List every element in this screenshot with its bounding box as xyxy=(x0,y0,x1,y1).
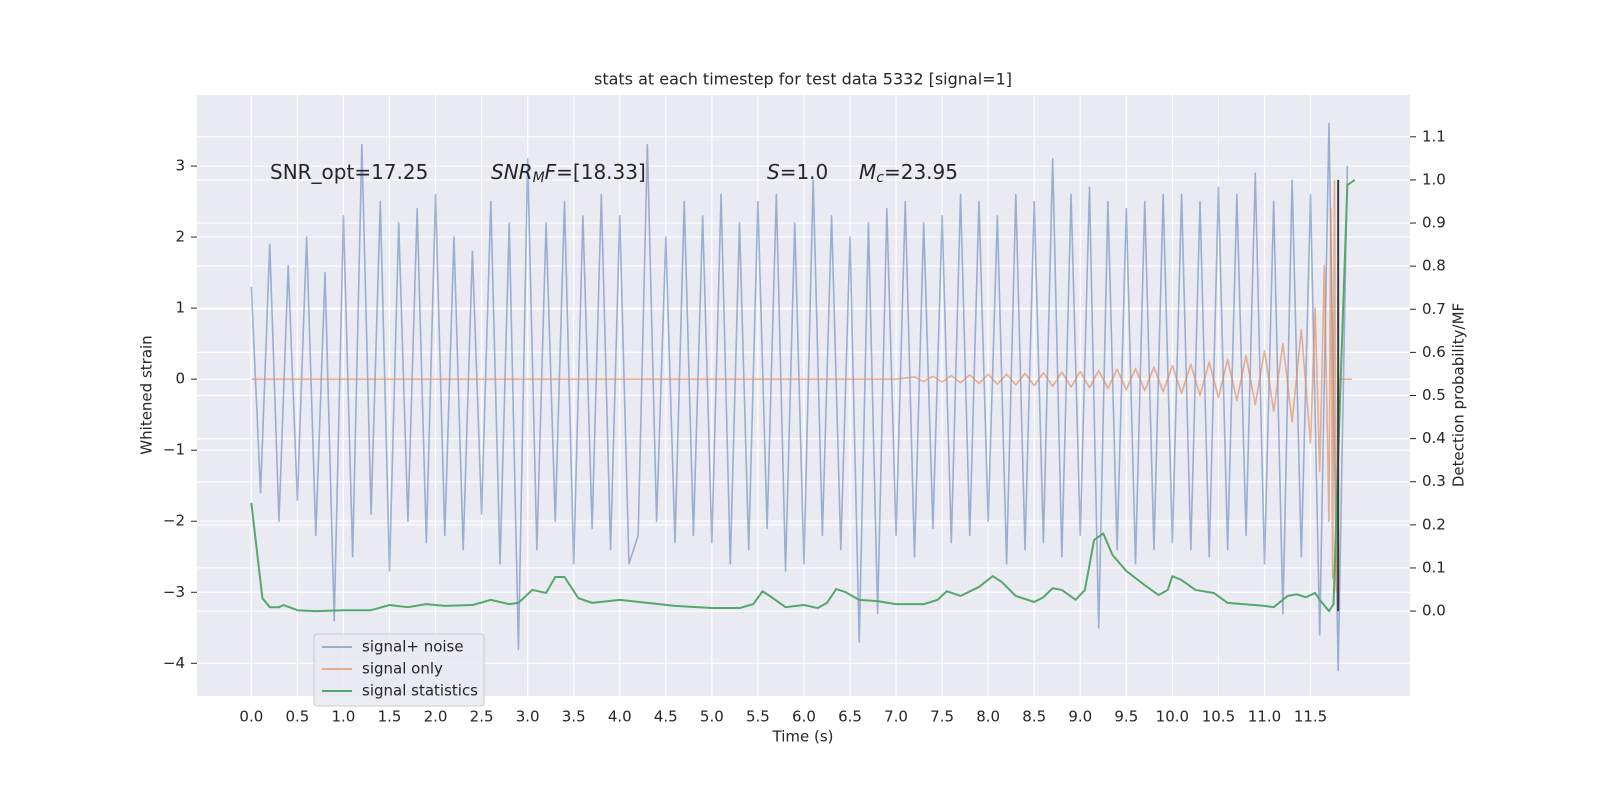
x-tick-label: 3.0 xyxy=(516,708,540,726)
y-tick-label: 0 xyxy=(175,370,185,388)
annotation-part: =23.95 xyxy=(884,160,958,184)
x-tick-label: 5.0 xyxy=(700,708,724,726)
legend-label: signal+ noise xyxy=(362,638,464,656)
x-tick-label: 11.0 xyxy=(1248,708,1281,726)
legend-label: signal only xyxy=(362,660,443,678)
x-tick-label: 4.5 xyxy=(654,708,678,726)
x-tick-label: 8.0 xyxy=(976,708,1000,726)
series-line xyxy=(250,179,1356,613)
annotation-part: SNR_opt=17.25 xyxy=(270,160,428,184)
x-tick-label: 10.5 xyxy=(1202,708,1235,726)
x-tick-label: 10.0 xyxy=(1156,708,1189,726)
legend-label: signal statistics xyxy=(362,682,478,700)
y2-tick-label: 0.1 xyxy=(1422,558,1446,576)
x-tick-label: 9.5 xyxy=(1114,708,1138,726)
annotation: S=1.0 xyxy=(767,160,828,184)
series-line xyxy=(250,122,1349,672)
annotation-part: M xyxy=(533,170,545,186)
y-tick-label: −3 xyxy=(163,583,185,601)
x-tick-label: 7.0 xyxy=(884,708,908,726)
y-tick-label: 3 xyxy=(175,157,185,175)
x-tick-label: 0.5 xyxy=(285,708,309,726)
x-tick-label: 3.5 xyxy=(562,708,586,726)
y-tick-label: 2 xyxy=(175,228,185,246)
x-tick-label: 8.5 xyxy=(1022,708,1046,726)
annotation: SNRMF=[18.33] xyxy=(491,160,646,187)
x-tick-label: 6.0 xyxy=(792,708,816,726)
y2-axis-label: Detection probability/MF xyxy=(1450,303,1468,487)
annotation-part: SNR xyxy=(491,160,533,184)
y-tick-label: −4 xyxy=(163,654,185,672)
x-tick-label: 4.0 xyxy=(608,708,632,726)
x-tick-label: 2.5 xyxy=(470,708,494,726)
annotation-part: c xyxy=(876,170,884,186)
y-tick-label: −1 xyxy=(163,441,185,459)
y2-tick-label: 0.7 xyxy=(1422,300,1446,318)
y-tick-label: −2 xyxy=(163,512,185,530)
series-layer xyxy=(250,122,1356,672)
x-tick-label: 6.5 xyxy=(838,708,862,726)
annotation-part: F xyxy=(545,160,557,184)
annotation-part: =1.0 xyxy=(780,160,829,184)
y2-tick-label: 0.3 xyxy=(1422,472,1446,490)
x-tick-label: 1.5 xyxy=(378,708,402,726)
y2-tick-label: 0.2 xyxy=(1422,515,1446,533)
annotation-part: =[18.33] xyxy=(556,160,646,184)
annotation: Mc=23.95 xyxy=(859,160,958,187)
y2-tick-label: 0.4 xyxy=(1422,429,1446,447)
x-tick-label: 7.5 xyxy=(930,708,954,726)
x-tick-label: 0.0 xyxy=(239,708,263,726)
x-tick-label: 9.0 xyxy=(1068,708,1092,726)
overlay-layer: SNR_opt=17.25 SNRMF=[18.33] S=1.0 Mc=23.95s… xyxy=(270,160,1340,707)
y2-tick-label: 0.6 xyxy=(1422,343,1446,361)
y-axis-label: Whitened strain xyxy=(138,335,156,454)
annotation: SNR_opt=17.25 xyxy=(270,160,428,184)
y2-tick-label: 0.0 xyxy=(1422,602,1446,620)
legend-box xyxy=(313,633,485,707)
y-tick-label: 1 xyxy=(175,299,185,317)
y2-tick-label: 1.0 xyxy=(1422,170,1446,188)
chart-title: stats at each timestep for test data 533… xyxy=(594,70,1012,89)
y2-tick-label: 0.9 xyxy=(1422,214,1446,232)
annotation-part: S xyxy=(767,160,780,184)
x-tick-label: 1.0 xyxy=(332,708,356,726)
x-tick-label: 2.0 xyxy=(424,708,448,726)
y2-tick-label: 1.1 xyxy=(1422,127,1446,145)
annotation-part: M xyxy=(859,160,876,184)
x-tick-label: 11.5 xyxy=(1294,708,1327,726)
x-axis-label: Time (s) xyxy=(772,728,834,746)
series-line xyxy=(251,179,1352,594)
y2-tick-label: 0.5 xyxy=(1422,386,1446,404)
x-tick-label: 5.5 xyxy=(746,708,770,726)
y2-tick-label: 0.8 xyxy=(1422,257,1446,275)
